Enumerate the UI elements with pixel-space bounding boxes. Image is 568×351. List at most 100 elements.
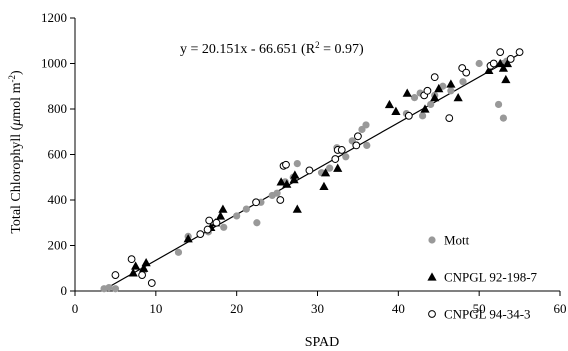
data-point bbox=[423, 86, 432, 95]
data-point bbox=[459, 78, 467, 86]
data-point bbox=[111, 271, 120, 279]
data-point bbox=[276, 196, 285, 204]
data-point bbox=[354, 132, 362, 141]
data-point bbox=[252, 198, 260, 207]
data-point bbox=[352, 141, 361, 150]
legend-label: CNPGL 92-198-7 bbox=[444, 270, 538, 285]
x-tick-label: 50 bbox=[473, 301, 486, 316]
legend-marker bbox=[428, 236, 436, 244]
regression-equation: y = 20.151x - 66.651 (R2 = 0.97) bbox=[180, 40, 364, 57]
data-point bbox=[434, 83, 444, 93]
data-point bbox=[289, 174, 299, 184]
data-point bbox=[420, 104, 430, 113]
data-point bbox=[293, 160, 301, 168]
data-point bbox=[495, 58, 505, 68]
legend-marker bbox=[428, 310, 436, 318]
data-point bbox=[363, 141, 371, 149]
data-point bbox=[282, 179, 292, 188]
y-tick-label: 1000 bbox=[41, 56, 67, 71]
data-point bbox=[139, 263, 149, 272]
data-point bbox=[501, 74, 511, 84]
data-point bbox=[147, 279, 156, 287]
data-point bbox=[342, 153, 350, 161]
legend-label: CNPGL 94-34-3 bbox=[444, 307, 531, 322]
legend: Mott CNPGL 92-198-7 CNPGL 94-34-3 bbox=[427, 233, 538, 322]
data-point bbox=[453, 93, 463, 102]
data-point bbox=[183, 234, 193, 243]
data-point bbox=[462, 68, 471, 77]
data-point bbox=[203, 225, 212, 234]
data-point bbox=[337, 146, 346, 154]
data-point bbox=[447, 87, 455, 95]
data-point bbox=[292, 204, 302, 213]
data-point bbox=[494, 100, 503, 109]
y-tick-label: 600 bbox=[48, 147, 68, 162]
data-point bbox=[410, 94, 419, 102]
x-tick-label: 60 bbox=[554, 301, 567, 316]
data-point bbox=[489, 59, 498, 68]
equation-superscript: 2 bbox=[315, 40, 320, 50]
data-point bbox=[273, 189, 281, 197]
data-point bbox=[215, 211, 226, 220]
data-point bbox=[326, 164, 334, 172]
data-point bbox=[290, 170, 300, 179]
data-point bbox=[138, 271, 146, 279]
y-tick-label: 800 bbox=[48, 101, 68, 116]
data-point bbox=[131, 261, 141, 270]
x-axis-title: SPAD bbox=[305, 335, 340, 350]
data-point bbox=[276, 177, 286, 186]
series-1 bbox=[128, 58, 513, 277]
y-tick-label: 200 bbox=[48, 238, 68, 253]
series-2 bbox=[111, 48, 524, 287]
data-point bbox=[141, 257, 151, 267]
data-point bbox=[220, 223, 228, 231]
y-tick-label: 1200 bbox=[41, 10, 67, 25]
data-point bbox=[404, 111, 413, 120]
y-tick-label: 0 bbox=[61, 283, 68, 298]
data-point bbox=[128, 268, 138, 277]
data-point bbox=[498, 63, 509, 72]
data-point bbox=[233, 212, 241, 220]
data-point bbox=[111, 285, 120, 293]
data-point bbox=[384, 99, 395, 109]
data-point bbox=[212, 218, 221, 227]
data-point bbox=[445, 114, 454, 122]
x-tick-label: 40 bbox=[392, 301, 405, 316]
data-point bbox=[253, 219, 261, 227]
data-point bbox=[305, 166, 314, 175]
data-point bbox=[319, 181, 329, 191]
data-point bbox=[484, 65, 494, 75]
data-point bbox=[196, 230, 205, 239]
data-point bbox=[333, 163, 343, 172]
data-point bbox=[506, 55, 515, 63]
series-0 bbox=[100, 57, 511, 293]
data-points bbox=[100, 48, 524, 293]
x-tick-label: 20 bbox=[230, 301, 243, 316]
data-point bbox=[402, 88, 412, 97]
y-axis-title: Total Chlorophyll (μmol m-2) bbox=[7, 70, 24, 234]
data-point bbox=[205, 216, 214, 225]
data-point bbox=[218, 204, 228, 213]
data-point bbox=[331, 155, 340, 163]
data-point bbox=[499, 114, 508, 122]
data-point bbox=[320, 168, 331, 177]
data-point bbox=[174, 248, 183, 256]
data-point bbox=[427, 100, 435, 109]
y-tick-label: 400 bbox=[48, 192, 68, 207]
data-point bbox=[502, 58, 513, 68]
legend-marker bbox=[427, 272, 437, 281]
data-point bbox=[282, 160, 290, 169]
data-point bbox=[430, 93, 440, 102]
data-point bbox=[127, 255, 136, 264]
data-point bbox=[446, 79, 456, 88]
data-point bbox=[418, 112, 427, 120]
x-tick-label: 30 bbox=[311, 301, 324, 316]
data-point bbox=[105, 283, 113, 292]
data-point bbox=[242, 205, 250, 213]
data-point bbox=[496, 48, 505, 57]
data-point bbox=[515, 48, 524, 57]
x-tick-label: 10 bbox=[149, 301, 162, 316]
data-point bbox=[362, 121, 370, 129]
